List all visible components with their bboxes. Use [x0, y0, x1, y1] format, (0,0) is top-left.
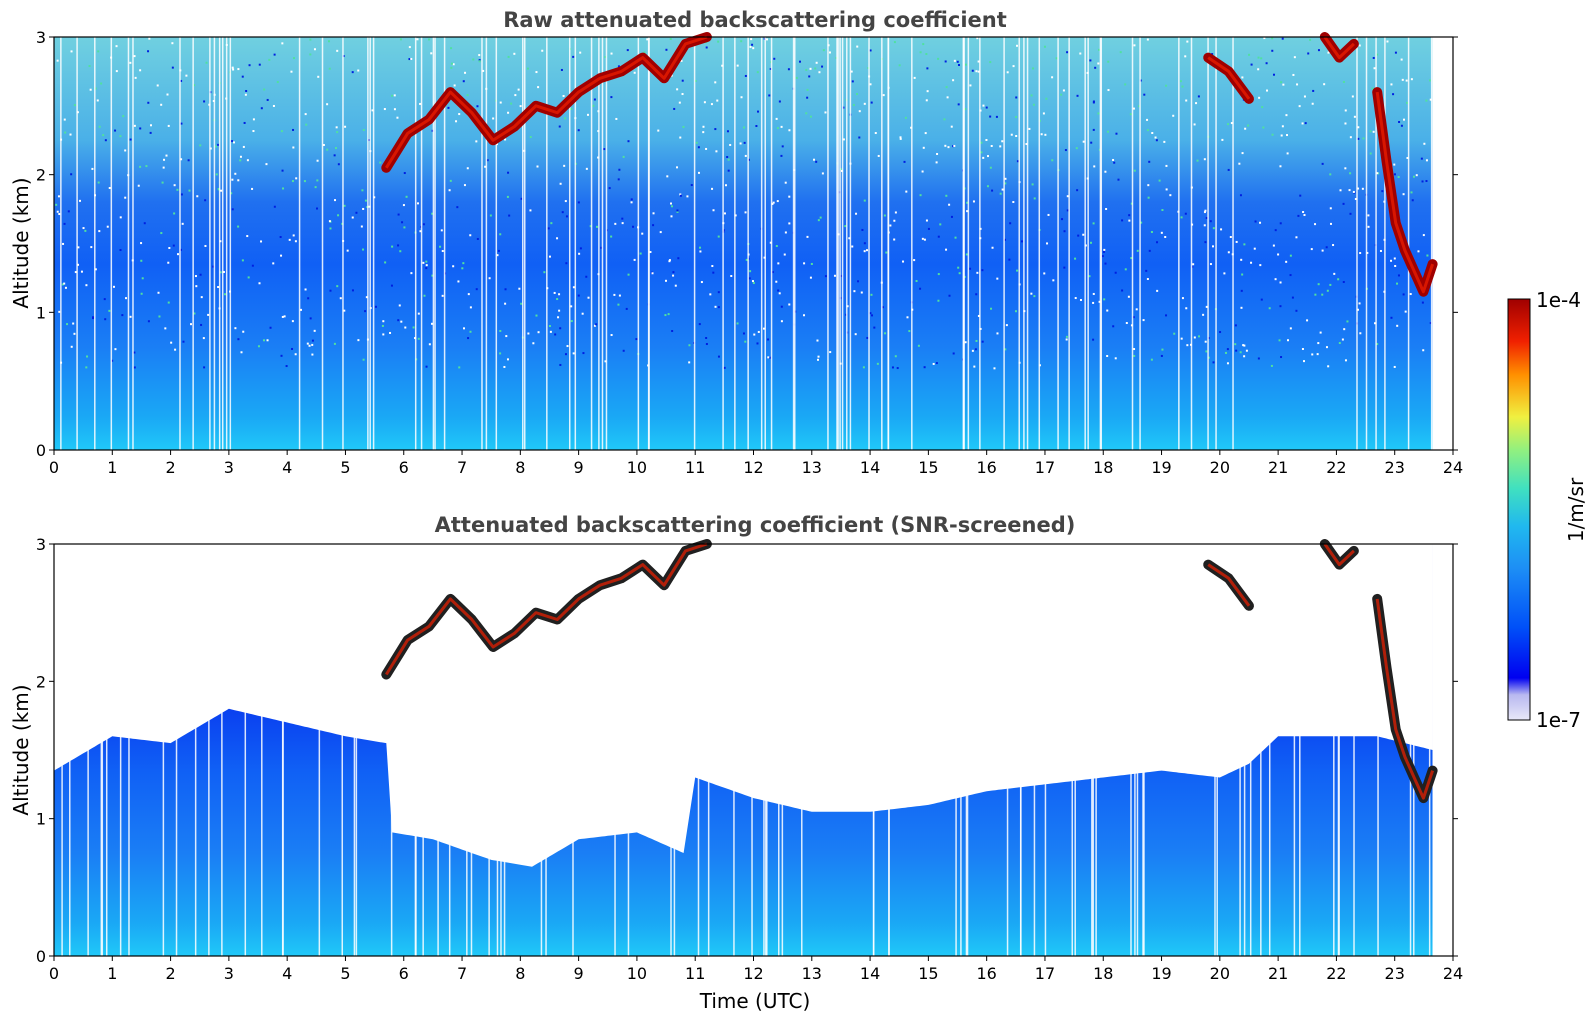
x-tick-label: 8: [515, 458, 525, 477]
cloud-layer-edge: [385, 35, 708, 169]
x-tick-label: 15: [918, 964, 938, 983]
y-tick-label: 0: [36, 441, 46, 460]
x-tick-label: 5: [340, 964, 350, 983]
x-tick-label: 12: [743, 964, 763, 983]
x-tick-label: 20: [1210, 458, 1230, 477]
x-tick-label: 13: [802, 458, 822, 477]
x-tick-label: 22: [1326, 964, 1346, 983]
x-tick-label: 21: [1268, 964, 1288, 983]
screened-mask: [54, 544, 1433, 867]
x-tick-label: 1: [107, 458, 117, 477]
colorbar-unit-label: 1/m/sr: [1564, 477, 1588, 542]
x-tick-label: 7: [457, 964, 467, 983]
x-axis-label: Time (UTC): [699, 989, 811, 1013]
x-tick-label: 11: [685, 964, 705, 983]
x-tick-label: 17: [1035, 964, 1055, 983]
x-tick-label: 22: [1326, 458, 1346, 477]
cloud-layer-edge: [1375, 91, 1435, 294]
data-gaps: [60, 37, 1433, 450]
x-tick-label: 12: [743, 458, 763, 477]
x-tick-label: 9: [574, 458, 584, 477]
x-tick-label: 14: [860, 964, 880, 983]
x-tick-label: 16: [976, 964, 996, 983]
x-tick-label: 13: [802, 964, 822, 983]
y-tick-label: 2: [36, 166, 46, 185]
x-tick-label: 23: [1385, 964, 1405, 983]
x-tick-label: 19: [1151, 458, 1171, 477]
y-tick-label: 1: [36, 303, 46, 322]
x-tick-label: 1: [107, 964, 117, 983]
x-tick-label: 18: [1093, 964, 1113, 983]
panel-raw-yticks: 0 1 2 3: [36, 28, 1458, 460]
x-tick-label: 14: [860, 458, 880, 477]
x-tick-label: 8: [515, 964, 525, 983]
colorbar-bar: [1507, 298, 1531, 721]
x-tick-label: 23: [1385, 458, 1405, 477]
y-tick-label: 2: [36, 672, 46, 691]
y-tick-label: 3: [36, 535, 46, 554]
y-tick-label: 1: [36, 810, 46, 829]
x-tick-label: 24: [1443, 458, 1463, 477]
x-tick-label: 5: [340, 458, 350, 477]
x-tick-label: 19: [1151, 964, 1171, 983]
x-tick-label: 20: [1210, 964, 1230, 983]
x-tick-label: 11: [685, 458, 705, 477]
cloud-layer-edge: [1207, 56, 1251, 100]
panel-raw-title: Raw attenuated backscattering coefficien…: [503, 8, 1007, 32]
x-tick-label: 16: [976, 458, 996, 477]
x-tick-label: 9: [574, 964, 584, 983]
colorbar: 1e-4 1e-7 1/m/sr: [1507, 288, 1588, 732]
cloud-layer-edge: [1207, 563, 1251, 607]
x-tick-label: 2: [165, 964, 175, 983]
panel-screened-xticks: 0 1 2 3 4 5 6 7 8 9 10 11 12 13 14 15 16 17 18 19 20 21 22 23 24: [49, 956, 1463, 983]
x-tick-label: 21: [1268, 458, 1288, 477]
x-tick-label: 18: [1093, 458, 1113, 477]
panel-screened-title: Attenuated backscattering coefficient (S…: [435, 513, 1076, 537]
x-tick-label: 3: [224, 964, 234, 983]
y-tick-label: 0: [36, 947, 46, 966]
y-tick-label: 3: [36, 28, 46, 47]
x-tick-label: 3: [224, 458, 234, 477]
cloud-layers: [381, 539, 1438, 804]
x-tick-label: 4: [282, 964, 292, 983]
panel-screened-ylabel: Altitude (km): [9, 684, 33, 815]
x-tick-label: 15: [918, 458, 938, 477]
cloud-layer-edge: [385, 542, 708, 676]
colorbar-max-label: 1e-4: [1536, 288, 1581, 312]
colorbar-min-label: 1e-7: [1536, 708, 1581, 732]
panel-raw-plot: [54, 32, 1453, 450]
x-tick-label: 6: [399, 964, 409, 983]
x-tick-label: 7: [457, 458, 467, 477]
panel-screened-yticks: 0 1 2 3: [36, 535, 1458, 966]
heatmap-field: [54, 37, 1433, 450]
no-data-region: [1432, 37, 1453, 450]
x-tick-label: 24: [1443, 964, 1463, 983]
panel-raw-ylabel: Altitude (km): [9, 177, 33, 308]
panel-screened: Attenuated backscattering coefficient (S…: [9, 513, 1463, 1013]
x-tick-label: 6: [399, 458, 409, 477]
cloud-layers: [381, 32, 1438, 297]
data-gaps: [61, 544, 1431, 956]
panel-raw-xticks: 0 1 2 3 4 5 6 7 8 9 10 11 12 13 14 15 16 17 18 19 20 21 22 23 24: [49, 450, 1463, 477]
panel-screened-plot: [54, 539, 1453, 956]
x-tick-label: 10: [627, 964, 647, 983]
x-tick-label: 10: [627, 458, 647, 477]
cloud-layer-edge: [1323, 36, 1355, 60]
x-tick-label: 17: [1035, 458, 1055, 477]
cloud-layer-edge: [1323, 543, 1355, 567]
x-tick-label: 0: [49, 964, 59, 983]
panel-raw: Raw attenuated backscattering coefficien…: [9, 8, 1463, 477]
x-tick-label: 4: [282, 458, 292, 477]
no-data-region: [1432, 544, 1453, 956]
x-tick-label: 2: [165, 458, 175, 477]
cloud-layer-edge: [1375, 598, 1435, 800]
x-tick-label: 0: [49, 458, 59, 477]
